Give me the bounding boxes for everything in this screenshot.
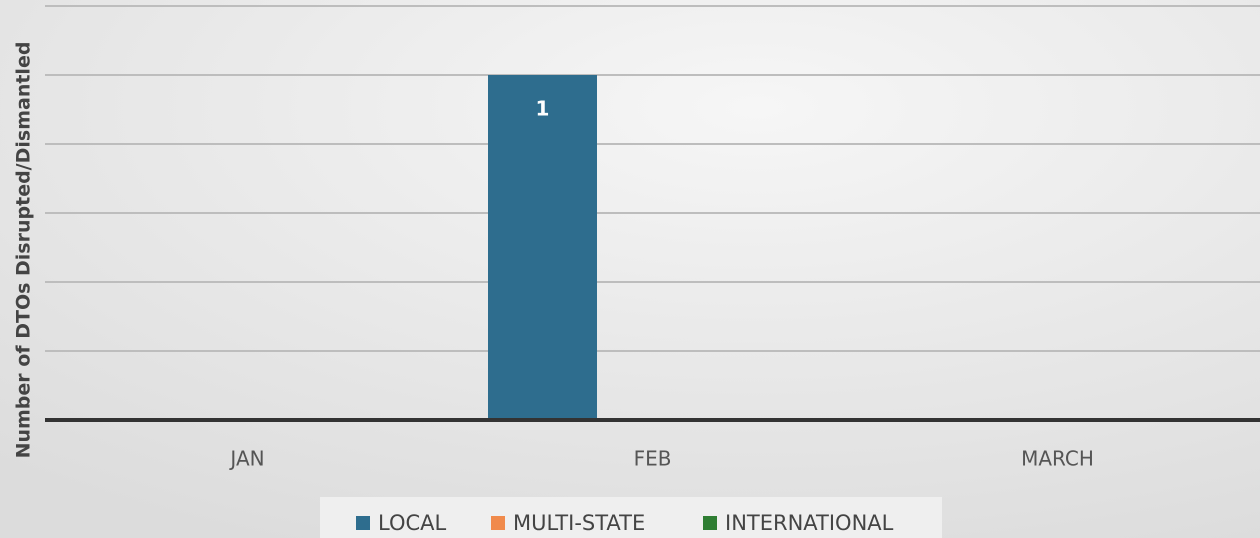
legend-box <box>320 497 942 538</box>
legend-label: LOCAL <box>378 511 447 535</box>
legend-swatch <box>491 516 505 530</box>
legend-swatch <box>356 516 370 530</box>
bar <box>488 75 597 420</box>
x-tick-label: FEB <box>634 447 672 471</box>
legend-label: INTERNATIONAL <box>725 511 894 535</box>
legend-swatch <box>703 516 717 530</box>
x-tick-label: MARCH <box>1021 447 1094 471</box>
legend-label: MULTI-STATE <box>513 511 645 535</box>
data-label: 1 <box>536 97 550 121</box>
y-axis-label: Number of DTOs Disrupted/Dismantled <box>13 42 35 459</box>
x-tick-label: JAN <box>228 447 264 471</box>
